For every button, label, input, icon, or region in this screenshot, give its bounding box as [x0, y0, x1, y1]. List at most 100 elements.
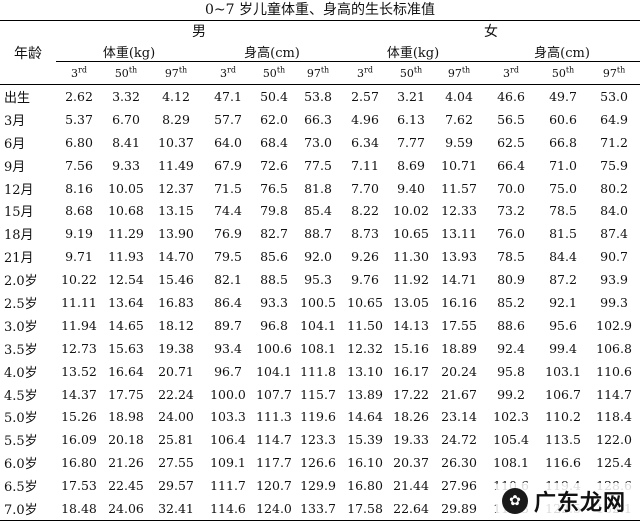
value-cell: 27.96 [441, 478, 477, 494]
value-cell: 14.13 [393, 317, 429, 333]
female-weight-header: 体重(kg) [342, 41, 485, 62]
value-cell: 124.0 [254, 497, 294, 521]
value-cell: 71.0 [549, 157, 577, 173]
table-row: 18月 9.19 11.29 13.90 76.9 82.7 88.7 8.73 10.65 13… [0, 222, 640, 245]
value-cell: 76.9 [214, 226, 242, 242]
value-cell: 95.3 [304, 272, 332, 288]
value-cell: 32.41 [150, 497, 202, 521]
value-cell: 99.3 [600, 294, 628, 310]
table-row: 3.5岁 12.73 15.63 19.38 93.4 100.6 108.1 12.32 15… [0, 337, 640, 360]
value-cell: 105.4 [493, 432, 529, 448]
value-cell: 104.1 [256, 363, 292, 379]
value-cell: 15.46 [158, 272, 194, 288]
value-cell: 16.10 [347, 455, 383, 471]
value-cell: 68.4 [260, 134, 288, 150]
value-cell: 93.3 [260, 294, 288, 310]
value-cell: 11.57 [441, 180, 477, 196]
age-cell: 6月 [4, 136, 26, 152]
value-cell: 13.11 [441, 226, 477, 242]
value-cell: 18.48 [56, 497, 102, 521]
value-cell: 11.29 [108, 226, 144, 242]
percentile-suffix: rd [78, 64, 87, 74]
value-cell: 100.0 [210, 386, 246, 402]
value-cell: 10.37 [158, 134, 194, 150]
value-cell: 9.71 [65, 249, 93, 265]
value-cell: 27.55 [158, 455, 194, 471]
value-cell: 81.8 [304, 180, 332, 196]
value-cell: 53.0 [600, 88, 628, 104]
value-cell: 111.3 [256, 409, 292, 425]
percentile-header: 50th [102, 61, 150, 85]
value-cell: 71.5 [214, 180, 242, 196]
value-cell: 16.80 [347, 478, 383, 494]
table-row: 6.0岁 16.80 21.26 27.55 109.1 117.7 126.6 16.10 2… [0, 451, 640, 474]
value-cell: 107.7 [256, 386, 292, 402]
value-cell: 22.64 [388, 497, 435, 521]
value-cell: 9.59 [445, 134, 473, 150]
value-cell: 74.4 [214, 203, 242, 219]
value-cell: 15.39 [347, 432, 383, 448]
percentile-number: 50 [551, 66, 566, 80]
watermark: ✿ 广东龙网 [495, 483, 632, 519]
percentile-number: 3 [220, 66, 228, 80]
age-cell: 出生 [4, 90, 31, 106]
value-cell: 102.3 [493, 409, 529, 425]
value-cell: 96.8 [260, 317, 288, 333]
value-cell: 14.70 [158, 249, 194, 265]
value-cell: 11.11 [61, 294, 97, 310]
value-cell: 85.2 [497, 294, 525, 310]
percentile-number: 97 [447, 66, 462, 80]
value-cell: 77.5 [304, 157, 332, 173]
value-cell: 3.32 [112, 88, 140, 104]
value-cell: 10.22 [61, 272, 97, 288]
value-cell: 84.4 [549, 249, 577, 265]
value-cell: 87.4 [600, 226, 628, 242]
value-cell: 20.24 [441, 363, 477, 379]
value-cell: 6.13 [397, 111, 425, 127]
value-cell: 76.0 [497, 226, 525, 242]
value-cell: 16.80 [61, 455, 97, 471]
value-cell: 7.77 [397, 134, 425, 150]
value-cell: 95.8 [497, 363, 525, 379]
value-cell: 88.6 [497, 317, 525, 333]
table-row: 9月 7.56 9.33 11.49 67.9 72.6 77.5 7.11 8.69 10.71… [0, 154, 640, 177]
male-height-header: 身高(cm) [202, 41, 343, 62]
value-cell: 17.22 [393, 386, 429, 402]
value-cell: 20.37 [393, 455, 429, 471]
value-cell: 8.41 [112, 134, 140, 150]
value-cell: 15.16 [393, 340, 429, 356]
value-cell: 96.7 [214, 363, 242, 379]
value-cell: 8.68 [65, 203, 93, 219]
value-cell: 9.26 [351, 249, 379, 265]
value-cell: 100.5 [300, 294, 336, 310]
value-cell: 60.6 [549, 111, 577, 127]
age-cell: 3.5岁 [4, 342, 38, 358]
percentile-header: 3rd [342, 61, 389, 85]
value-cell: 92.4 [497, 340, 525, 356]
value-cell: 7.11 [351, 157, 379, 173]
value-cell: 7.70 [351, 180, 379, 196]
value-cell: 78.5 [497, 249, 525, 265]
table-row: 3.0岁 11.94 14.65 18.12 89.7 96.8 104.1 11.50 14.… [0, 314, 640, 337]
age-cell: 6.0岁 [4, 457, 38, 473]
value-cell: 6.80 [65, 134, 93, 150]
value-cell: 129.9 [300, 478, 336, 494]
value-cell: 109.1 [210, 455, 246, 471]
value-cell: 21.26 [108, 455, 144, 471]
table-row: 出生 2.62 3.32 4.12 47.1 50.4 53.8 2.57 3.21 4.04 46… [0, 85, 640, 108]
percentile-suffix: th [461, 64, 471, 74]
percentile-number: 97 [602, 66, 617, 80]
value-cell: 13.05 [393, 294, 429, 310]
value-cell: 106.8 [596, 340, 632, 356]
value-cell: 2.57 [351, 88, 379, 104]
value-cell: 12.37 [158, 180, 194, 196]
value-cell: 11.50 [347, 317, 383, 333]
value-cell: 11.94 [61, 317, 97, 333]
value-cell: 118.4 [596, 409, 632, 425]
value-cell: 75.9 [600, 157, 628, 173]
value-cell: 10.02 [393, 203, 429, 219]
value-cell: 11.30 [393, 249, 429, 265]
value-cell: 8.22 [351, 203, 379, 219]
age-cell: 7.0岁 [0, 497, 56, 521]
value-cell: 13.64 [108, 294, 144, 310]
